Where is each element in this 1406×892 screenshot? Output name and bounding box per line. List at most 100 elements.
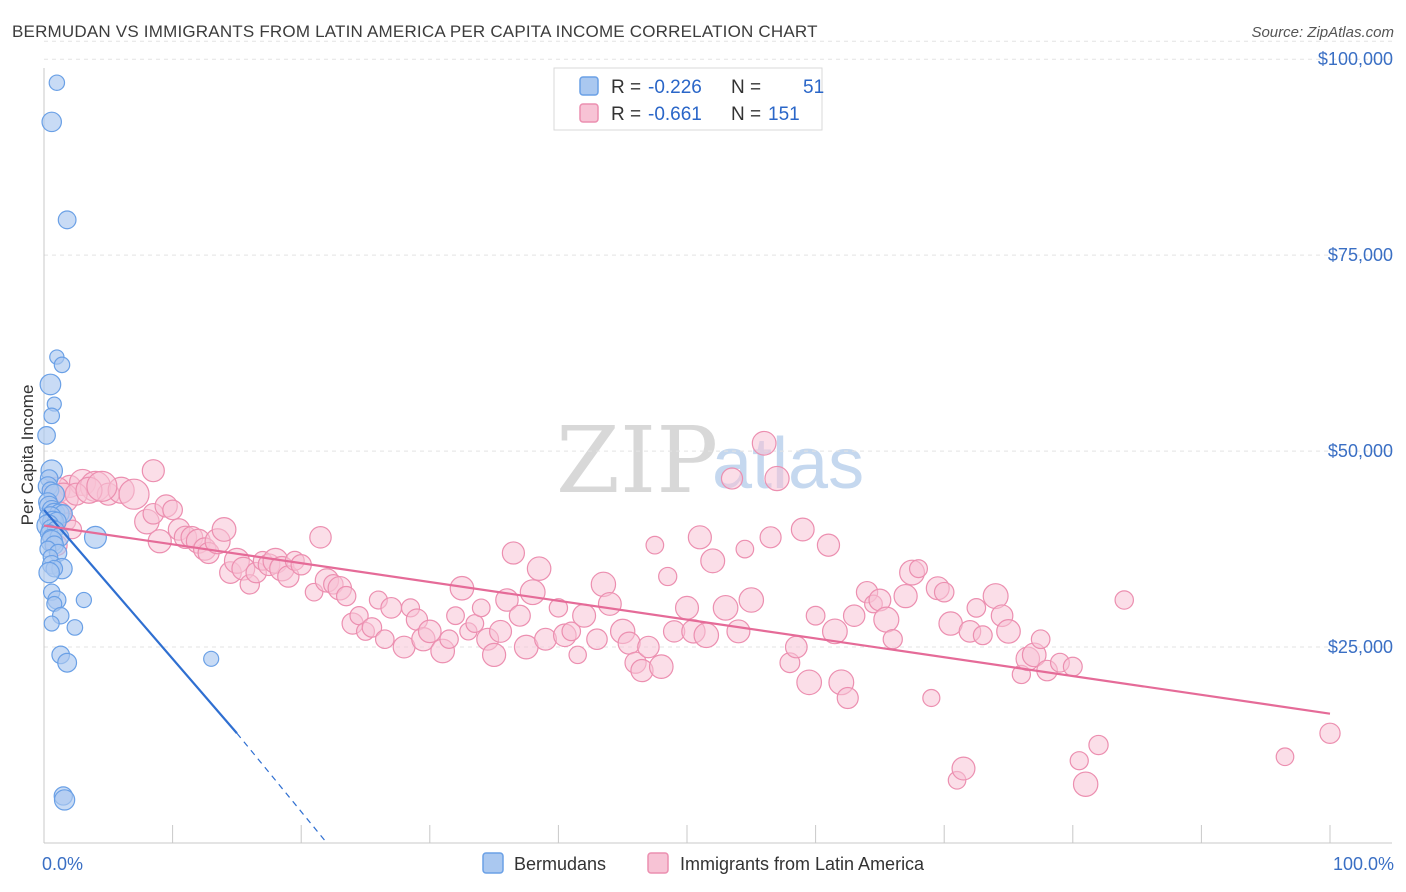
point-latin-america [86,470,118,502]
point-latin-america [488,619,513,643]
point-latin-america [561,621,582,642]
point-latin-america [842,604,866,627]
point-bermudans [75,591,93,609]
point-bermudans [41,111,62,133]
point-latin-america [519,579,546,606]
legend-swatch-bermudans [579,76,599,96]
point-latin-america [1072,771,1099,797]
point-latin-america [836,686,859,710]
point-latin-america [548,598,569,618]
point-bermudans [48,74,66,91]
legend-r-value-latin-america: -0.661 [648,104,702,125]
legend-r-label-bermudans: R = [611,77,641,98]
point-latin-america [796,669,823,696]
legend-n-value-bermudans: 51 [803,77,824,98]
point-latin-america [996,619,1021,644]
point-latin-america [726,619,751,644]
point-bermudans [37,426,56,445]
point-latin-america [141,459,165,483]
point-latin-america [764,465,790,492]
trend-line-latin-america [43,524,1331,715]
point-latin-america [966,598,987,618]
point-bermudans [39,373,62,396]
point-latin-america [972,625,993,646]
point-latin-america [617,631,641,655]
point-latin-america [471,598,491,618]
y-tick-label: $75,000 [1328,245,1393,265]
point-latin-america [751,430,777,456]
point-latin-america [446,606,465,626]
point-latin-america [526,556,552,582]
chart-title: BERMUDAN VS IMMIGRANTS FROM LATIN AMERIC… [12,22,818,41]
point-latin-america [1069,751,1089,771]
point-latin-america [465,614,485,633]
point-latin-america [211,517,237,542]
point-bermudans [53,789,76,811]
x-tick-label-min: 0.0% [42,854,83,874]
point-latin-america [922,688,941,708]
y-tick-label: $100,000 [1318,49,1393,69]
point-latin-america [508,604,531,627]
point-latin-america [821,618,848,645]
point-latin-america [873,606,900,633]
point-latin-america [951,756,976,781]
watermark-zip: ZIP [556,407,718,514]
point-latin-america [1275,747,1295,767]
bottom-legend-swatch-bermudans[interactable] [482,852,504,874]
point-latin-america [118,478,150,510]
point-latin-america [687,525,712,550]
point-latin-america [784,635,808,659]
bottom-legend-label-latin-america[interactable]: Immigrants from Latin America [680,854,925,874]
bottom-legend-swatch-latin-america[interactable] [647,852,669,874]
trend-lines [43,509,1331,844]
point-latin-america [1062,656,1083,677]
legend-n-label-latin-america: N = [731,104,761,125]
series-latin-america-points [43,430,1341,797]
point-latin-america [417,619,442,644]
point-latin-america [501,541,526,565]
point-latin-america [738,587,765,613]
trend-line-bermudans-extension [236,732,328,844]
y-axis-tick-labels: $25,000 $50,000 $75,000 $100,000 [1318,49,1393,657]
watermark-atlas: atlas [712,424,864,504]
point-bermudans [57,210,77,230]
watermark: ZIP atlas [556,407,864,514]
legend-r-value-bermudans: -0.226 [648,77,702,98]
point-latin-america [658,566,678,587]
point-latin-america [586,628,608,651]
bottom-legend: Bermudans Immigrants from Latin America [482,852,925,874]
top-legend: R = -0.226 N = 51 R = -0.661 N = 151 [553,67,824,131]
point-bermudans [57,652,78,673]
point-latin-america [439,629,459,649]
point-latin-america [162,499,183,521]
point-bermudans [38,561,60,584]
point-latin-america [361,617,383,638]
y-tick-label: $25,000 [1328,637,1393,657]
point-latin-america [481,642,507,668]
y-tick-label: $50,000 [1328,441,1393,461]
bottom-legend-label-bermudans[interactable]: Bermudans [514,854,606,874]
point-bermudans [53,356,71,374]
series-bermudans-points [36,74,220,811]
point-latin-america [693,622,720,649]
x-tick-label-max: 100.0% [1333,854,1394,874]
point-latin-america [380,596,403,619]
point-latin-america [805,605,826,626]
point-latin-america [534,627,558,651]
chart-source: Source: ZipAtlas.com [1251,24,1394,41]
point-latin-america [712,594,739,621]
gridlines [44,40,1392,648]
point-latin-america [1114,590,1135,610]
point-latin-america [568,645,587,665]
point-bermudans [83,525,107,549]
point-latin-america [1319,722,1341,744]
legend-n-value-latin-america: 151 [768,104,800,125]
point-latin-america [637,635,660,659]
point-bermudans [66,619,84,636]
axes [43,68,1392,844]
point-latin-america [309,526,332,549]
point-latin-america [933,581,955,603]
point-latin-america [648,654,674,680]
legend-r-label-latin-america: R = [611,104,641,125]
